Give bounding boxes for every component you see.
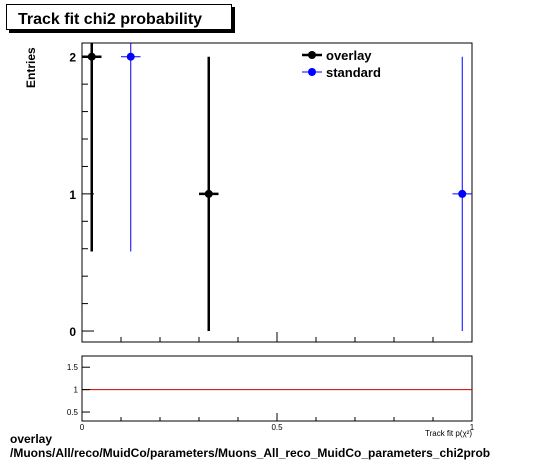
y-tick-label: 1: [69, 188, 76, 202]
legend-label: overlay: [326, 48, 372, 63]
data-point-overlay: [199, 56, 219, 332]
title-box: Track fit chi2 probability: [6, 4, 232, 30]
y-tick-label: 2: [69, 51, 76, 65]
ratio-y-tick-label: 1: [74, 386, 79, 395]
y-tick-label: 0: [69, 325, 76, 339]
legend-label: standard: [326, 65, 381, 80]
marker: [126, 52, 135, 61]
legend-marker: [308, 68, 316, 76]
marker: [204, 189, 213, 198]
ratio-y-tick-label: 1.5: [67, 363, 79, 372]
data-point-standard: [121, 43, 141, 252]
marker: [458, 189, 467, 198]
ratio-x-tick-label: 0.5: [271, 423, 283, 432]
data-point-standard: [452, 56, 472, 332]
chart-title: Track fit chi2 probability: [18, 11, 203, 28]
legend-marker: [308, 51, 316, 59]
ratio-plot-frame: [81, 355, 473, 422]
marker: [87, 52, 96, 61]
data-point-overlay: [82, 43, 102, 252]
x-axis-label: Track fit p(χ²): [425, 429, 472, 438]
ratio-y-tick-label: 0.5: [67, 408, 79, 417]
main-plot-frame: [81, 42, 473, 343]
ratio-x-tick-label: 1: [470, 423, 475, 432]
footer-line-2: /Muons/All/reco/MuidCo/parameters/Muons_…: [10, 446, 491, 460]
ratio-x-tick-label: 0: [80, 423, 85, 432]
footer-line-1: overlay: [10, 432, 53, 446]
